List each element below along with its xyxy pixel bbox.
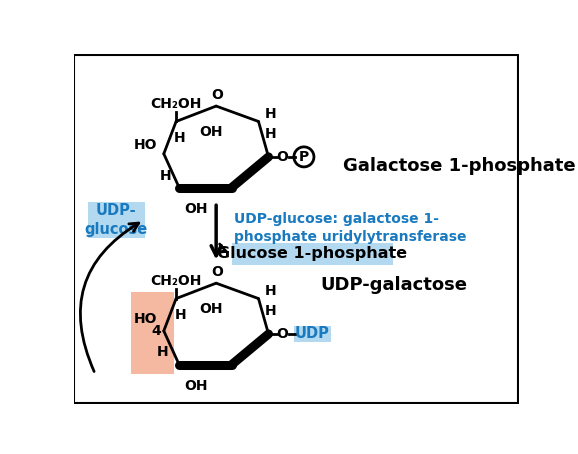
Text: H: H [265, 304, 276, 318]
Text: OH: OH [199, 125, 223, 139]
Text: H: H [157, 345, 168, 359]
Text: O: O [276, 327, 288, 341]
Text: Glucose 1-phosphate: Glucose 1-phosphate [217, 247, 407, 262]
Text: O: O [212, 88, 224, 102]
Text: HO: HO [134, 138, 158, 152]
Text: OH: OH [184, 379, 208, 393]
FancyBboxPatch shape [131, 292, 174, 374]
Text: H: H [265, 107, 276, 121]
Text: HO: HO [134, 311, 158, 326]
Text: OH: OH [199, 302, 223, 316]
Text: UDP: UDP [295, 326, 330, 341]
Text: 4: 4 [151, 324, 161, 338]
Text: UDP-
glucose: UDP- glucose [85, 203, 148, 237]
FancyBboxPatch shape [87, 202, 145, 238]
FancyBboxPatch shape [232, 243, 393, 265]
Text: P: P [299, 150, 309, 164]
Text: O: O [212, 265, 224, 279]
Text: H: H [160, 169, 171, 183]
Text: UDP-glucose: galactose 1-
phosphate uridylytransferase: UDP-glucose: galactose 1- phosphate urid… [234, 212, 466, 244]
Text: O: O [276, 150, 288, 164]
Text: H: H [265, 127, 276, 141]
Text: CH₂OH: CH₂OH [150, 97, 202, 111]
Text: H: H [173, 131, 185, 145]
Text: CH₂OH: CH₂OH [150, 274, 202, 288]
Text: UDP-galactose: UDP-galactose [320, 276, 467, 295]
Text: OH: OH [184, 202, 208, 216]
Text: Galactose 1-phosphate: Galactose 1-phosphate [343, 157, 576, 175]
Text: H: H [265, 284, 276, 298]
Text: H: H [175, 308, 187, 322]
FancyBboxPatch shape [294, 326, 331, 342]
